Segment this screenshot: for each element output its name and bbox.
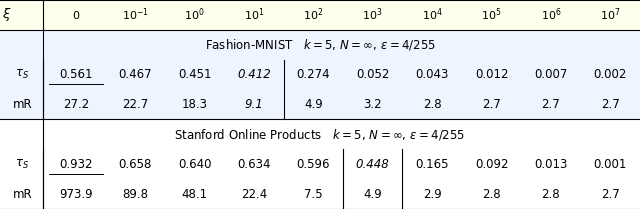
Text: $10^{2}$: $10^{2}$ [303,7,324,23]
Text: 0.001: 0.001 [594,158,627,171]
Text: $10^{1}$: $10^{1}$ [244,7,264,23]
Text: $\tau_S$: $\tau_S$ [15,68,29,81]
Text: 0.043: 0.043 [415,68,449,81]
Text: $10^{3}$: $10^{3}$ [362,7,383,23]
Text: $10^{7}$: $10^{7}$ [600,7,621,23]
Text: 0.274: 0.274 [296,68,330,81]
Text: $10^{5}$: $10^{5}$ [481,7,502,23]
Text: 0.092: 0.092 [475,158,508,171]
Text: 0.658: 0.658 [118,158,152,171]
Text: $\xi$: $\xi$ [2,6,11,23]
Text: Fashion-MNIST$\quad$$k = 5,\, N = \infty,\, \varepsilon = 4/255$: Fashion-MNIST$\quad$$k = 5,\, N = \infty… [205,37,435,52]
FancyBboxPatch shape [0,30,640,119]
Text: 0.448: 0.448 [356,158,390,171]
FancyBboxPatch shape [0,0,640,30]
Text: 22.4: 22.4 [241,187,267,201]
Text: 0.451: 0.451 [178,68,211,81]
Text: 4.9: 4.9 [364,187,382,201]
Text: 0.467: 0.467 [118,68,152,81]
Text: 2.7: 2.7 [601,187,620,201]
Text: Stanford Online Products$\quad$$k = 5,\, N = \infty,\, \varepsilon = 4/255$: Stanford Online Products$\quad$$k = 5,\,… [175,127,465,142]
Text: 2.8: 2.8 [541,187,560,201]
Text: 0.412: 0.412 [237,68,271,81]
Text: 18.3: 18.3 [182,98,207,111]
Text: 3.2: 3.2 [364,98,382,111]
Text: 2.7: 2.7 [601,98,620,111]
Text: 89.8: 89.8 [122,187,148,201]
Text: 2.8: 2.8 [423,98,442,111]
Text: 0.002: 0.002 [594,68,627,81]
Text: 0.561: 0.561 [59,68,93,81]
Text: 27.2: 27.2 [63,98,89,111]
Text: 9.1: 9.1 [244,98,263,111]
Text: 0.052: 0.052 [356,68,389,81]
Text: 7.5: 7.5 [304,187,323,201]
Text: 2.7: 2.7 [541,98,560,111]
Text: 4.9: 4.9 [304,98,323,111]
Text: 48.1: 48.1 [182,187,207,201]
Text: $0$: $0$ [72,9,80,21]
Text: $10^{4}$: $10^{4}$ [422,7,442,23]
Text: 0.596: 0.596 [296,158,330,171]
Text: $10^{-1}$: $10^{-1}$ [122,7,148,23]
Text: 22.7: 22.7 [122,98,148,111]
Text: mR: mR [13,187,32,201]
Text: 0.013: 0.013 [534,158,568,171]
Text: 0.007: 0.007 [534,68,568,81]
Text: mR: mR [13,98,32,111]
Text: 2.9: 2.9 [423,187,442,201]
Text: $10^{0}$: $10^{0}$ [184,7,205,23]
Text: 0.165: 0.165 [415,158,449,171]
Text: $10^{6}$: $10^{6}$ [541,7,561,23]
Text: $\tau_S$: $\tau_S$ [15,158,29,171]
Text: 0.634: 0.634 [237,158,271,171]
Text: 0.932: 0.932 [59,158,93,171]
Text: 973.9: 973.9 [59,187,93,201]
Text: 2.7: 2.7 [482,98,501,111]
Text: 0.640: 0.640 [178,158,211,171]
Text: 0.012: 0.012 [475,68,508,81]
Text: 2.8: 2.8 [482,187,501,201]
